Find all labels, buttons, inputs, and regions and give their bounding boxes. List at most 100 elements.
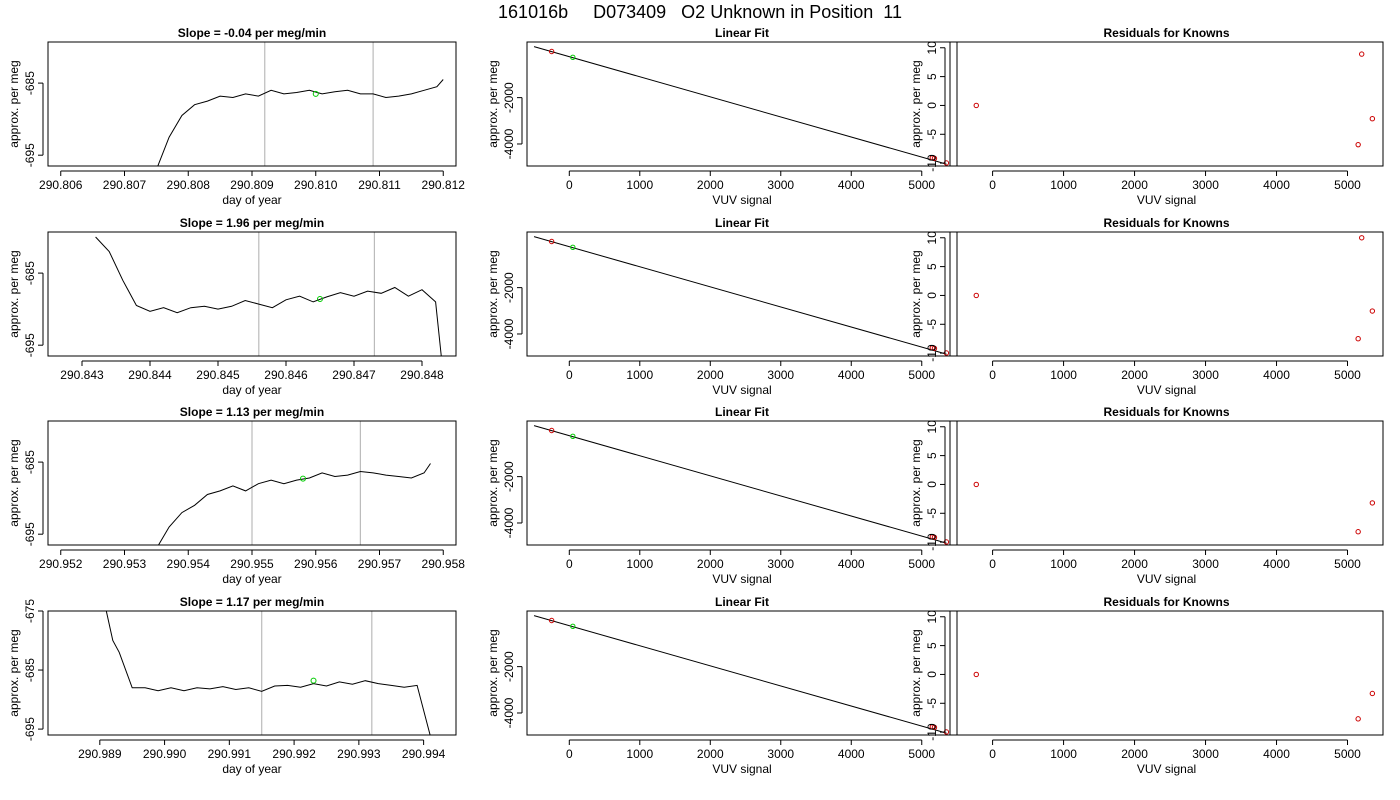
known-point: [931, 155, 938, 162]
x-tick-label: 5000: [908, 747, 935, 761]
y-axis-label: approx. per meg: [7, 250, 21, 337]
y-tick-label: -685: [23, 658, 37, 682]
y-axis-label: approx. per meg: [486, 629, 500, 716]
x-tick-label: 290.808: [167, 178, 211, 192]
panel-r4-c2: Linear Fit 0 1000 2000 3000 4000 5000 VUV signa…: [486, 595, 958, 776]
x-tick-label: 0: [989, 368, 996, 382]
x-tick-label: 3000: [1192, 178, 1219, 192]
x-tick-label: 290.954: [167, 557, 211, 571]
known-point: [973, 102, 979, 109]
x-tick-label: 4000: [838, 178, 865, 192]
y-tick-label: 5: [925, 452, 939, 459]
x-tick-label: 290.845: [196, 368, 240, 382]
known-point: [1355, 141, 1361, 148]
x-tick-label: 0: [989, 557, 996, 571]
y-tick-label: -4000: [502, 318, 516, 349]
x-tick-label: 2000: [697, 557, 724, 571]
x-tick-label: 290.957: [358, 557, 402, 571]
x-tick-label: 290.847: [332, 368, 376, 382]
unknown-marker: [300, 475, 306, 482]
x-tick-label: 0: [566, 557, 573, 571]
known-point: [929, 724, 936, 730]
x-tick-label: 2000: [697, 178, 724, 192]
y-tick-label: -2000: [502, 651, 516, 682]
x-tick-label: 290.991: [208, 747, 252, 761]
x-tick-label: 0: [989, 178, 996, 192]
x-tick-label: 1000: [626, 178, 653, 192]
x-tick-label: 3000: [1192, 368, 1219, 382]
x-tick-label: 290.952: [39, 557, 83, 571]
y-tick-label: 0: [925, 481, 939, 488]
x-tick-label: 5000: [908, 368, 935, 382]
panel-title: Residuals for Knowns: [1103, 595, 1229, 609]
x-axis-label: VUV signal: [712, 383, 771, 397]
y-tick-label: 0: [925, 292, 939, 299]
y-tick-label: -695: [23, 333, 37, 357]
x-axis-label: day of year: [222, 383, 281, 397]
x-tick-label: 290.989: [78, 747, 122, 761]
y-tick-label: 5: [925, 263, 939, 270]
panel-r2-c1: Slope = 1.96 per meg/min 290.843 290.844 29…: [7, 216, 457, 397]
x-tick-label: 3000: [767, 178, 794, 192]
known-point: [1369, 308, 1376, 314]
panel-title: Slope = 1.13 per meg/min: [180, 405, 324, 419]
known-point: [1359, 51, 1365, 57]
y-tick-label: -2000: [502, 461, 516, 492]
y-tick-label: -695: [23, 522, 37, 546]
y-tick-label: -695: [23, 143, 37, 167]
x-tick-label: 290.810: [294, 178, 338, 192]
x-tick-label: 2000: [1121, 368, 1148, 382]
known-point: [973, 481, 979, 488]
y-tick-label: -4000: [502, 128, 516, 159]
known-point: [929, 534, 936, 540]
x-tick-label: 3000: [767, 557, 794, 571]
x-axis-label: day of year: [222, 572, 281, 586]
x-tick-label: 1000: [1050, 557, 1077, 571]
unknown-marker: [310, 677, 317, 684]
panel-r2-c2: Linear Fit 0 1000 2000 3000 4000 5000 VUV signa…: [486, 216, 958, 397]
known-point: [1359, 235, 1365, 241]
panel-title: Residuals for Knowns: [1103, 405, 1229, 419]
x-tick-label: 4000: [838, 368, 865, 382]
known-point: [1369, 500, 1376, 506]
y-tick-label: 5: [925, 642, 939, 649]
x-tick-label: 290.844: [128, 368, 172, 382]
unknown-marker: [312, 90, 319, 97]
x-tick-label: 1000: [626, 747, 653, 761]
y-tick-label: 10: [925, 231, 939, 245]
panel-r4-c3: Residuals for Knowns 0 1000 2000 3000 4000 500…: [909, 595, 1384, 776]
y-axis-label: approx. per meg: [7, 629, 21, 716]
figure-title: 161016b D073409 O2 Unknown in Position 1…: [498, 2, 902, 22]
known-point: [931, 534, 938, 541]
plot-frame: [47, 420, 457, 546]
data-trace: [157, 463, 431, 545]
known-point: [548, 48, 555, 55]
y-tick-label: -4000: [502, 507, 516, 538]
plot-frame: [47, 231, 457, 357]
x-tick-label: 2000: [1121, 557, 1148, 571]
y-tick-label: 10: [925, 41, 939, 55]
plot-frame: [526, 610, 958, 736]
plot-frame: [47, 41, 457, 167]
plot-frame: [47, 610, 457, 736]
known-point: [548, 617, 555, 624]
y-axis-label: approx. per meg: [486, 60, 500, 147]
y-tick-label: 0: [925, 671, 939, 678]
x-tick-label: 290.848: [400, 368, 444, 382]
x-tick-label: 3000: [767, 368, 794, 382]
y-tick-label: -5: [925, 508, 939, 519]
panel-title: Slope = -0.04 per meg/min: [178, 26, 326, 40]
y-tick-label: -2000: [502, 82, 516, 113]
x-tick-label: 3000: [767, 747, 794, 761]
known-point: [931, 724, 938, 731]
x-tick-label: 3000: [1192, 747, 1219, 761]
y-tick-label: -685: [23, 261, 37, 285]
x-tick-label: 0: [566, 747, 573, 761]
y-axis-label: approx. per meg: [486, 439, 500, 526]
x-tick-label: 290.993: [337, 747, 381, 761]
unknown-point: [570, 54, 576, 60]
panel-r1-c3: Residuals for Knowns 0 1000 2000 3000 4000 500…: [909, 26, 1384, 207]
y-tick-label: -5: [925, 698, 939, 709]
x-tick-label: 1000: [626, 368, 653, 382]
